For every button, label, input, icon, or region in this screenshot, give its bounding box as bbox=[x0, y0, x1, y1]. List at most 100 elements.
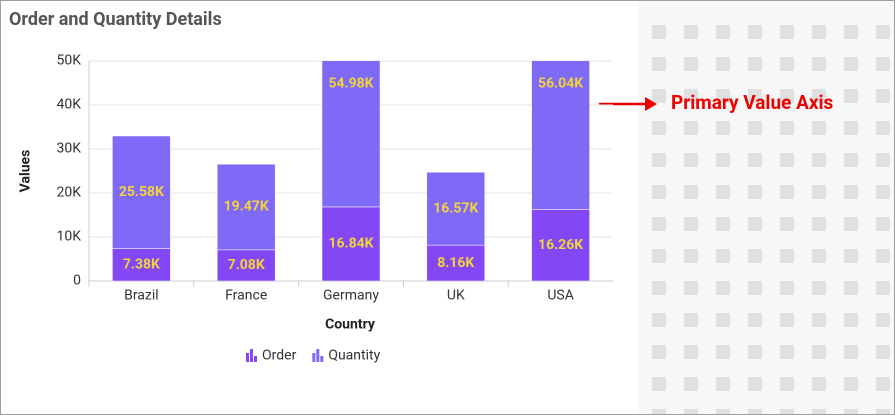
pattern-square bbox=[844, 377, 858, 391]
pattern-square bbox=[748, 313, 762, 327]
x-tick-label: UK bbox=[447, 288, 465, 304]
pattern-square bbox=[812, 25, 826, 39]
legend-icon bbox=[250, 349, 253, 362]
pattern-square bbox=[684, 377, 698, 391]
data-label: 7.38K bbox=[123, 256, 160, 272]
bar bbox=[531, 61, 590, 210]
y-tick-label: 50K bbox=[56, 53, 81, 69]
pattern-square bbox=[780, 377, 794, 391]
pattern-square bbox=[748, 153, 762, 167]
pattern-square bbox=[652, 249, 666, 263]
pattern-square bbox=[716, 185, 730, 199]
pattern-square bbox=[748, 121, 762, 135]
pattern-square bbox=[652, 409, 666, 414]
pattern-square bbox=[748, 25, 762, 39]
pattern-square bbox=[876, 25, 890, 39]
pattern-square bbox=[812, 409, 826, 414]
pattern-square bbox=[876, 185, 890, 199]
pattern-square bbox=[780, 25, 794, 39]
pattern-square bbox=[716, 153, 730, 167]
pattern-square bbox=[684, 153, 698, 167]
pattern-square bbox=[780, 185, 794, 199]
legend-icon bbox=[312, 353, 316, 362]
pattern-square bbox=[780, 121, 794, 135]
data-label: 7.08K bbox=[228, 257, 265, 273]
pattern-square bbox=[684, 121, 698, 135]
data-label: 19.47K bbox=[224, 199, 269, 215]
pattern-square bbox=[844, 121, 858, 135]
pattern-square bbox=[812, 249, 826, 263]
pattern-square bbox=[780, 249, 794, 263]
pattern-square bbox=[876, 313, 890, 327]
pattern-square bbox=[652, 217, 666, 231]
pattern-square bbox=[684, 409, 698, 414]
pattern-square bbox=[748, 377, 762, 391]
pattern-square bbox=[748, 217, 762, 231]
pattern-square bbox=[844, 217, 858, 231]
pattern-square bbox=[812, 89, 826, 103]
pattern-square bbox=[812, 345, 826, 359]
pattern-square bbox=[652, 57, 666, 71]
pattern-square bbox=[652, 185, 666, 199]
pattern-square bbox=[652, 25, 666, 39]
pattern-square bbox=[844, 313, 858, 327]
pattern-square bbox=[876, 249, 890, 263]
legend-icon bbox=[246, 353, 249, 362]
legend-icon bbox=[320, 356, 324, 362]
pattern-square bbox=[716, 409, 730, 414]
pattern-square bbox=[780, 89, 794, 103]
pattern-square bbox=[716, 345, 730, 359]
pattern-square bbox=[844, 57, 858, 71]
data-label: 25.58K bbox=[119, 184, 164, 200]
x-tick-label: USA bbox=[547, 288, 574, 304]
pattern-square bbox=[844, 249, 858, 263]
pattern-square bbox=[652, 281, 666, 295]
bar bbox=[321, 61, 381, 208]
pattern-square bbox=[716, 217, 730, 231]
bar bbox=[321, 206, 381, 281]
pattern-square bbox=[876, 281, 890, 295]
bar bbox=[426, 244, 486, 281]
pattern-square bbox=[716, 377, 730, 391]
data-label: 16.84K bbox=[328, 236, 373, 252]
pattern-square bbox=[876, 153, 890, 167]
y-tick-label: 40K bbox=[56, 97, 81, 113]
pattern-square bbox=[812, 121, 826, 135]
pattern-square bbox=[780, 409, 794, 414]
pattern-square bbox=[876, 345, 890, 359]
pattern-square bbox=[652, 89, 666, 103]
pattern-square bbox=[876, 409, 890, 414]
pattern-square bbox=[684, 57, 698, 71]
pattern-square bbox=[652, 121, 666, 135]
pattern-square bbox=[684, 345, 698, 359]
pattern-square bbox=[684, 25, 698, 39]
pattern-square bbox=[844, 89, 858, 103]
pattern-square bbox=[684, 313, 698, 327]
pattern-square bbox=[876, 377, 890, 391]
pattern-square bbox=[876, 121, 890, 135]
pattern-square bbox=[748, 409, 762, 414]
pattern-square bbox=[780, 313, 794, 327]
pattern-square bbox=[812, 153, 826, 167]
pattern-square bbox=[684, 281, 698, 295]
pattern-square bbox=[844, 409, 858, 414]
pattern-square bbox=[748, 345, 762, 359]
pattern-square bbox=[844, 281, 858, 295]
data-label: 16.26K bbox=[538, 237, 583, 253]
legend-label: Order bbox=[262, 348, 297, 364]
pattern-square bbox=[844, 25, 858, 39]
pattern-square bbox=[780, 217, 794, 231]
pattern-square bbox=[652, 377, 666, 391]
pattern-square bbox=[652, 153, 666, 167]
pattern-square bbox=[780, 281, 794, 295]
pattern-square bbox=[716, 25, 730, 39]
plot-area bbox=[112, 61, 590, 281]
pattern-square bbox=[876, 217, 890, 231]
x-axis-title: Country bbox=[325, 317, 376, 333]
data-label: 16.57K bbox=[433, 200, 478, 216]
pattern-square bbox=[748, 185, 762, 199]
y-tick-label: 10K bbox=[56, 229, 81, 245]
pattern-square bbox=[716, 121, 730, 135]
legend-label: Quantity bbox=[328, 348, 380, 364]
pattern-square bbox=[684, 89, 698, 103]
